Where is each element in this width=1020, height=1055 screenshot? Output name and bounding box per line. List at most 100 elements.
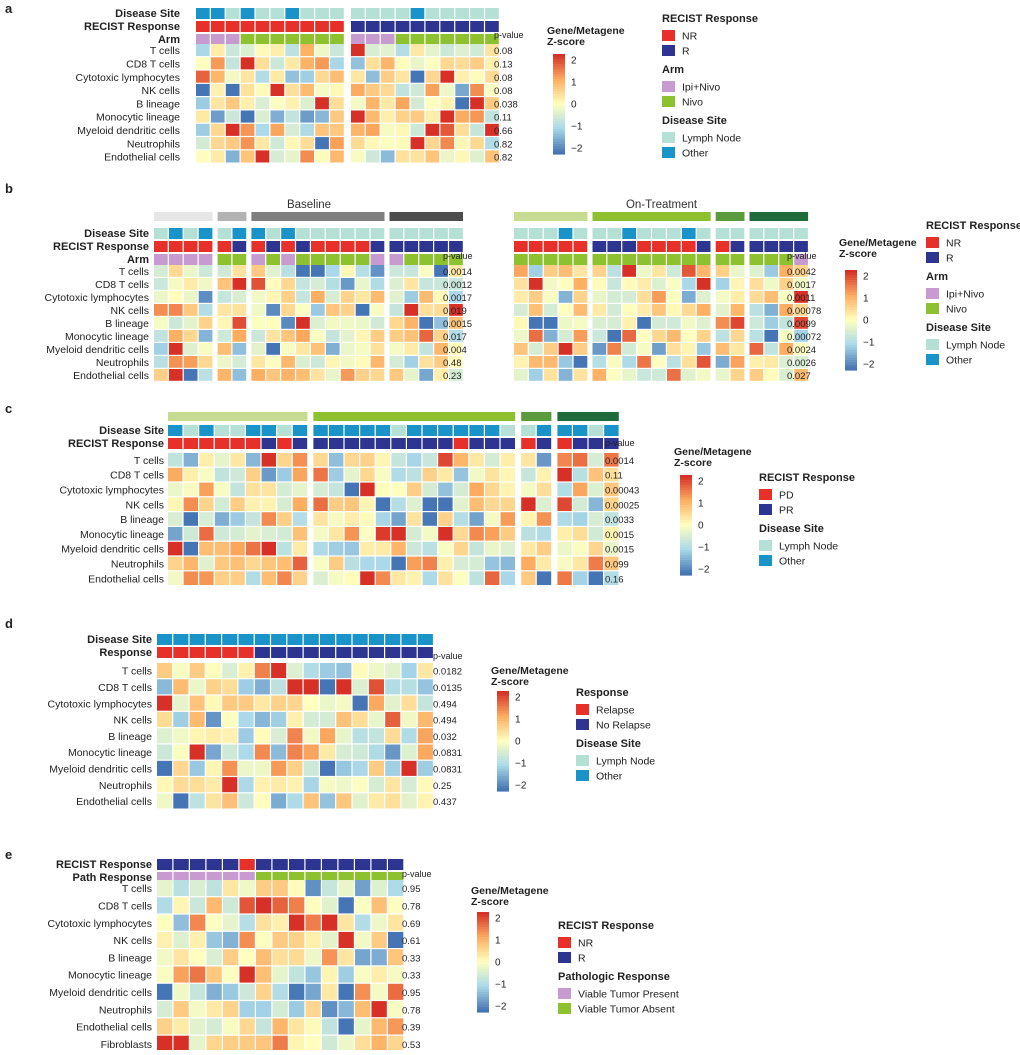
track-cell: [536, 425, 552, 436]
heatmap-cell: [391, 512, 406, 526]
heatmap-cell: [352, 777, 368, 793]
heatmap-cell: [340, 343, 355, 355]
colorbar-segment: [477, 949, 489, 953]
row-label: Endothelial cells: [88, 573, 164, 585]
heatmap-cell: [256, 914, 272, 931]
pvalue: 0.0831: [433, 764, 462, 775]
heatmap-cell: [214, 556, 230, 571]
heatmap-cell: [355, 343, 370, 355]
heatmap-cell: [485, 44, 499, 57]
legend-title: RECIST Response: [662, 13, 758, 25]
heatmap-cell: [246, 512, 261, 526]
pvalue: 0.019: [443, 306, 467, 317]
heatmap-cell: [287, 711, 303, 727]
track-cell: [300, 21, 314, 32]
heatmap-cell: [154, 317, 168, 329]
heatmap-cell: [573, 278, 588, 290]
heatmap-cell: [271, 744, 287, 760]
colorbar-segment: [497, 776, 509, 780]
heatmap-cell: [277, 571, 292, 585]
heatmap-cell: [485, 512, 500, 526]
heatmap-cell: [696, 343, 711, 355]
heatmap-cell: [222, 663, 238, 679]
heatmap-cell: [271, 760, 287, 776]
heatmap-cell: [375, 482, 391, 497]
heatmap-cell: [225, 70, 240, 83]
heatmap-cell: [404, 343, 419, 355]
pvalue: 0.0015: [443, 319, 472, 330]
heatmap-cell: [230, 541, 245, 556]
heatmap-cell: [380, 97, 395, 110]
heatmap-cell: [305, 880, 321, 897]
track-cell: [281, 254, 295, 265]
colorbar-segment: [553, 76, 565, 80]
heatmap-cell: [272, 880, 288, 897]
colorbar-segment: [680, 505, 692, 509]
track-cell: [352, 634, 368, 645]
heatmap-cell: [573, 527, 588, 541]
track-cell: [168, 228, 183, 239]
colorbar-segment: [680, 565, 692, 569]
heatmap-cell: [305, 949, 321, 966]
legend-title: RECIST Response: [759, 472, 855, 484]
track-cell: [389, 254, 404, 265]
colorbar-segment: [845, 337, 857, 341]
heatmap-cell: [261, 482, 276, 497]
colorbar-segment: [845, 270, 857, 274]
colorbar-tick-label: −2: [515, 781, 527, 792]
heatmap-cell: [375, 497, 391, 511]
heatmap-cell: [238, 695, 254, 711]
heatmap-cell: [206, 983, 222, 1000]
heatmap-cell: [536, 556, 552, 571]
pvalue: 0.78: [402, 1005, 421, 1016]
heatmap-cell: [157, 1001, 173, 1018]
colorbar-segment: [845, 277, 857, 281]
heatmap-cell: [198, 343, 213, 355]
heatmap-cell: [271, 728, 287, 744]
heatmap-cell: [199, 453, 214, 467]
heatmap-cell: [292, 527, 308, 541]
colorbar-segment: [497, 708, 509, 712]
heatmap-cell: [573, 467, 588, 482]
heatmap-cell: [588, 453, 603, 467]
heatmap-cell: [305, 1001, 321, 1018]
track-cell: [667, 241, 681, 252]
heatmap-cell: [485, 482, 500, 497]
colorbar-segment: [477, 992, 489, 996]
heatmap-cell: [419, 265, 433, 277]
heatmap-cell: [232, 278, 247, 290]
heatmap-cell: [543, 278, 558, 290]
heatmap-cell: [210, 44, 225, 57]
heatmap-cell: [404, 304, 419, 316]
pvalue: 0.0182: [433, 667, 462, 678]
colorbar-segment: [680, 542, 692, 546]
colorbar-segment: [845, 282, 857, 286]
pvalue: 0.0015: [605, 545, 634, 556]
heatmap-cell: [485, 497, 500, 511]
colorbar-segment: [477, 982, 489, 986]
heatmap-cell: [434, 265, 448, 277]
pvalue: 0.08: [494, 73, 513, 84]
heatmap-cell: [557, 482, 572, 497]
heatmap-cell: [368, 760, 384, 776]
heatmap-cell: [449, 369, 463, 381]
track-cell: [277, 438, 292, 449]
colorbar-segment: [497, 756, 509, 760]
heatmap-cell: [500, 571, 515, 585]
colorbar-segment: [845, 315, 857, 319]
heatmap-cell: [240, 44, 255, 57]
track-cell: [622, 241, 636, 252]
track-cell: [407, 425, 422, 436]
colorbar-segment: [497, 771, 509, 775]
track-cell: [287, 634, 303, 645]
heatmap-cell: [500, 512, 515, 526]
track-cell: [470, 21, 484, 32]
row-label: CD8 T cells: [98, 682, 152, 694]
heatmap-cell: [154, 343, 168, 355]
heatmap-cell: [340, 317, 355, 329]
heatmap-cell: [365, 110, 380, 123]
heatmap-cell: [407, 512, 422, 526]
track-cell: [749, 228, 764, 239]
track-cell: [637, 241, 651, 252]
heatmap-cell: [395, 137, 410, 150]
